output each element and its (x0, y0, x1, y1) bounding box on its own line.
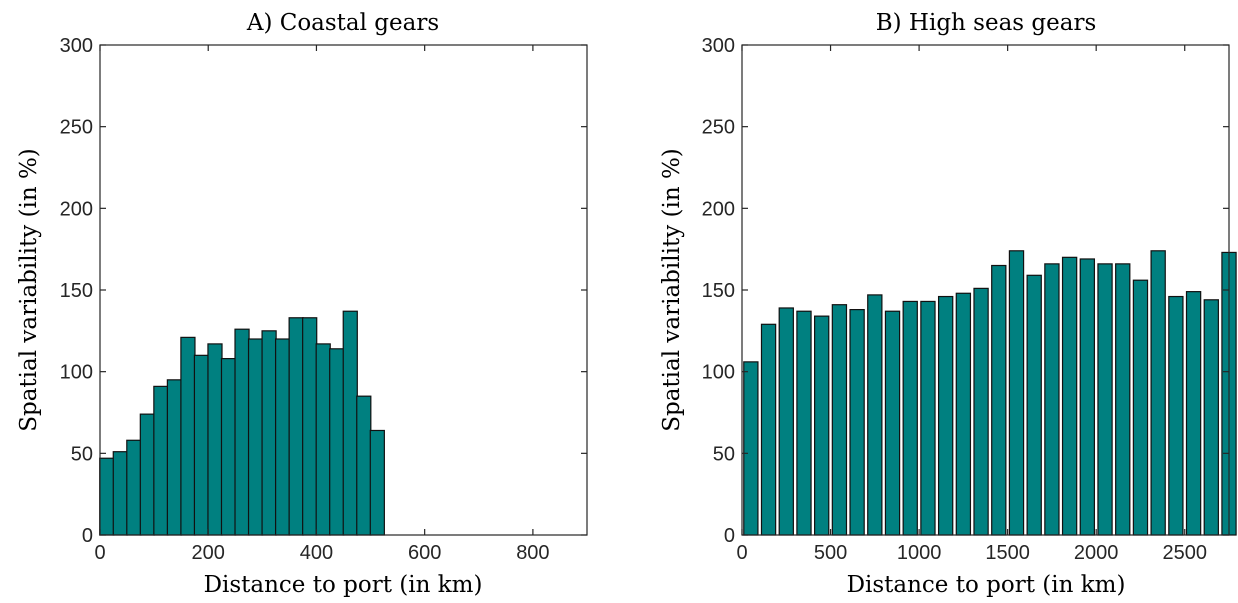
panel-a-ticks: 0 50 100 150 200 250 300 0 200 400 600 800 (60, 35, 587, 564)
bar (315, 343, 331, 536)
bar (302, 317, 318, 536)
bar (1168, 295, 1184, 536)
y-tick-label: 150 (702, 280, 735, 302)
bar (1097, 263, 1113, 536)
y-tick-label: 250 (60, 117, 93, 139)
bar (1115, 263, 1131, 536)
bar (193, 354, 210, 536)
y-tick-label: 200 (60, 198, 93, 220)
bar (937, 295, 954, 536)
bar (166, 379, 183, 536)
x-tick-label: 1500 (985, 542, 1030, 564)
panel-b-title: B) High seas gears (876, 10, 1097, 36)
y-tick-label: 50 (713, 443, 735, 465)
y-tick-label: 150 (60, 280, 93, 302)
y-tick-label: 200 (702, 198, 735, 220)
bar (955, 292, 972, 536)
panel-a-title: A) Coastal gears (246, 10, 439, 36)
bar (207, 343, 223, 536)
bar (867, 294, 883, 536)
bar (760, 323, 777, 536)
panel-b-xlabel: Distance to port (in km) (847, 572, 1126, 598)
bar (920, 300, 936, 536)
bar (1079, 258, 1096, 536)
bar (356, 395, 372, 536)
bar (288, 317, 304, 536)
x-tick-label: 0 (736, 542, 747, 564)
bar (1061, 256, 1078, 536)
bar (814, 315, 830, 536)
bar (126, 439, 142, 536)
panel-b-ylabel: Spatial variability (in %) (659, 148, 685, 432)
x-tick-label: 500 (814, 542, 847, 564)
bar (778, 307, 794, 536)
bar (247, 338, 264, 536)
x-tick-label: 0 (94, 542, 105, 564)
bar (796, 310, 812, 536)
panel-b-bars (743, 250, 1237, 536)
x-tick-label: 600 (408, 542, 441, 564)
bar (1008, 250, 1025, 536)
x-tick-label: 800 (516, 542, 549, 564)
panel-b-ticks: 0 50 100 150 200 250 300 0 500 1000 1500 2000 2500 (702, 35, 1229, 564)
bar (1203, 299, 1219, 536)
y-tick-label: 0 (82, 525, 93, 547)
bar (849, 309, 865, 536)
bar (234, 328, 250, 536)
y-tick-label: 100 (702, 362, 735, 384)
x-tick-label: 200 (192, 542, 225, 564)
bar (1044, 263, 1060, 536)
panel-a-xlabel: Distance to port (in km) (204, 572, 483, 598)
bar (139, 413, 155, 536)
bar (1185, 291, 1202, 536)
y-tick-label: 50 (71, 443, 93, 465)
bar (743, 361, 759, 536)
bar (991, 264, 1007, 536)
y-tick-label: 250 (702, 117, 735, 139)
bar (902, 300, 918, 536)
bar (973, 287, 989, 536)
bar (261, 330, 277, 536)
panel-a-ylabel: Spatial variability (in %) (16, 148, 42, 432)
y-tick-label: 0 (724, 525, 735, 547)
bar (274, 338, 291, 536)
bar (884, 310, 901, 536)
panel-a: A) Coastal gears 0 50 100 150 200 250 300 0 200 4… (16, 10, 588, 598)
bar (831, 304, 848, 536)
panel-b: B) High seas gears 0 50 100 150 200 250 300 0 50… (659, 10, 1237, 598)
x-tick-label: 2000 (1074, 542, 1119, 564)
y-tick-label: 100 (60, 362, 93, 384)
bar (342, 310, 358, 536)
bar (153, 385, 169, 536)
bar (220, 358, 237, 536)
bar (1150, 250, 1166, 536)
bar (1026, 274, 1042, 536)
bar (369, 429, 385, 536)
bar (1132, 279, 1149, 536)
y-tick-label: 300 (60, 35, 93, 57)
y-tick-label: 300 (702, 35, 735, 57)
bar (99, 457, 115, 536)
x-tick-label: 1000 (897, 542, 942, 564)
bar (180, 336, 196, 536)
bar (329, 348, 345, 536)
bar (112, 451, 128, 536)
x-tick-label: 2500 (1162, 542, 1207, 564)
x-tick-label: 400 (300, 542, 333, 564)
panel-a-bars (99, 310, 385, 536)
